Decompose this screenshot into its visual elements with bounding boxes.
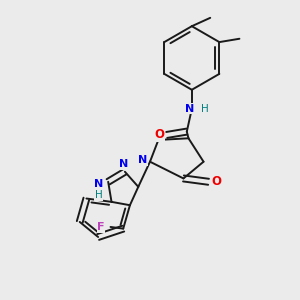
Text: N: N: [184, 104, 194, 114]
Text: H: H: [201, 104, 208, 114]
Text: O: O: [211, 175, 221, 188]
Text: N: N: [138, 155, 147, 165]
Text: N: N: [94, 179, 104, 190]
Text: F: F: [98, 222, 105, 232]
Text: H: H: [95, 190, 103, 200]
Text: O: O: [154, 128, 164, 141]
Text: N: N: [118, 159, 128, 170]
